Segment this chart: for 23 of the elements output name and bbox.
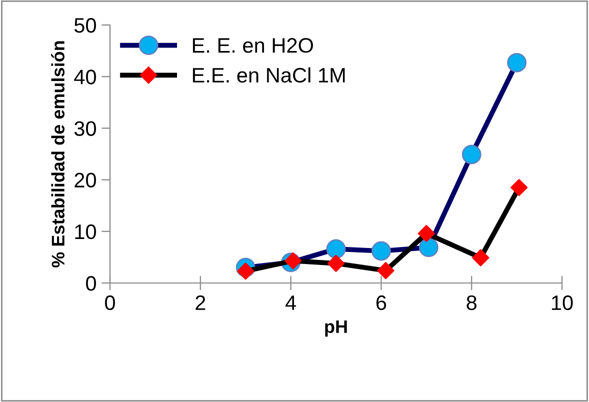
y-tick-label: 50: [74, 18, 96, 33]
x-tick-label: 6: [376, 295, 386, 310]
x-tick-label: 10: [552, 295, 573, 310]
point: [327, 254, 345, 272]
point: [510, 178, 528, 196]
point: [472, 249, 490, 266]
legend-label: E.E. en NaCl 1M: [192, 67, 345, 83]
y-tick-label: 20: [74, 172, 96, 188]
x-axis-title: pH: [325, 320, 347, 337]
x-tick-label: 0: [105, 295, 115, 310]
y-tick-label: 0: [86, 276, 96, 291]
point: [284, 252, 302, 270]
y-tick-label: 10: [75, 224, 96, 240]
point: [237, 262, 254, 280]
legend-label: E. E. en H2O: [192, 38, 313, 53]
y-tick-label: 30: [74, 121, 96, 136]
y-tick-label: 40: [74, 70, 96, 84]
point: [377, 262, 394, 280]
x-tick-label: 2: [196, 295, 206, 310]
x-tick-label: 4: [285, 296, 296, 310]
x-tick-label: 8: [466, 295, 476, 310]
y-axis-title: % Estabilidad de emulsión: [51, 41, 65, 268]
point: [418, 224, 435, 242]
